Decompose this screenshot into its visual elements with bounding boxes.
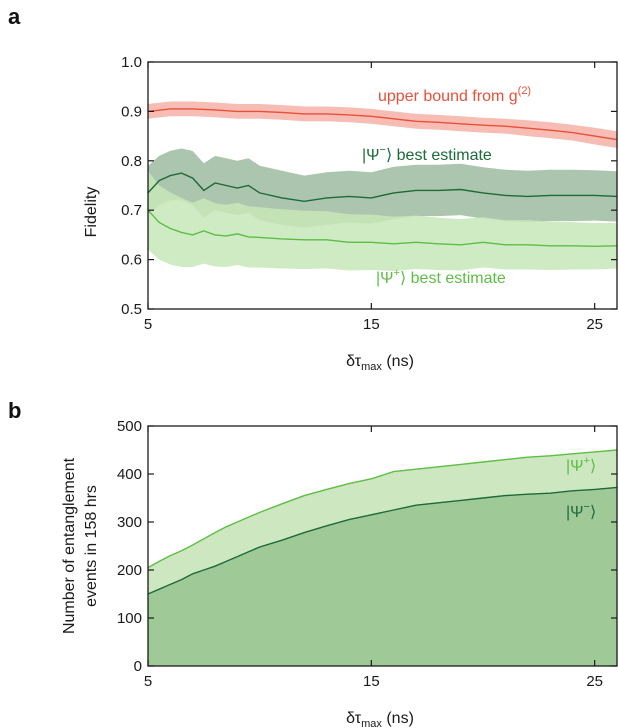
a-xtick-label: 15 — [363, 316, 380, 333]
label-psi-minus-estimate: |Ψ−⟩ best estimate — [362, 144, 492, 164]
b-frame — [147, 425, 618, 667]
a-ytick-label: 0.9 — [121, 103, 142, 120]
b-ytick-label: 400 — [117, 466, 142, 483]
panel-a-fidelity-plot: 0.5 0.6 0.7 0.8 0.9 1.0 5 15 25 Fidelity δτmax (… — [83, 54, 618, 373]
band-series-2 — [148, 170, 617, 271]
area-line-series-0 — [147, 449, 618, 569]
a-xtick-label: 25 — [586, 316, 603, 333]
b-ytick-label: 0 — [134, 658, 142, 675]
panel-b-letter: b — [8, 398, 21, 423]
line-series-1 — [147, 172, 618, 203]
line-series-2 — [147, 209, 618, 248]
panel-b-ylabel-line1: Number of entanglement — [61, 457, 78, 634]
a-frame — [147, 61, 618, 310]
b-xtick-label: 5 — [144, 673, 152, 690]
band-series-0 — [148, 101, 617, 148]
a-ytick-label: 0.6 — [121, 252, 142, 269]
b-ytick-label: 300 — [117, 514, 142, 531]
panel-b-xlabel: δτmax (ns) — [346, 710, 414, 728]
a-ytick-label: 0.8 — [121, 153, 142, 170]
b-ytick-label: 200 — [117, 562, 142, 579]
area-line-series-1 — [147, 486, 618, 595]
panel-a-confidence-bands — [148, 101, 617, 271]
area-series-1 — [148, 487, 617, 666]
label-psi-plus-estimate: |Ψ+⟩ best estimate — [376, 267, 506, 287]
panel-b-ylabel-line2: events in 158 hrs — [83, 485, 100, 607]
b-ytick-label: 100 — [117, 610, 142, 627]
b-xtick-label: 25 — [586, 673, 603, 690]
panel-b-series-lines — [147, 449, 618, 595]
b-ytick-label: 500 — [117, 418, 142, 435]
panel-a-letter: a — [8, 4, 21, 29]
line-series-0 — [147, 108, 618, 141]
panel-a-tick-labels: 0.5 0.6 0.7 0.8 0.9 1.0 5 15 25 — [121, 54, 603, 333]
panel-b-tick-labels: 0 100 200 300 400 500 5 15 25 — [117, 418, 603, 690]
a-ytick-label: 0.7 — [121, 202, 142, 219]
panel-a-ylabel: Fidelity — [83, 187, 100, 238]
b-xtick-label: 15 — [363, 673, 380, 690]
panel-a-xlabel: δτmax (ns) — [346, 353, 414, 373]
a-xtick-label: 5 — [144, 316, 152, 333]
a-ytick-label: 1.0 — [121, 54, 142, 71]
panel-b-areas — [148, 450, 617, 666]
panel-a-axes — [147, 61, 618, 310]
panel-b-axes — [147, 425, 618, 667]
label-psi-plus-area: |Ψ+⟩ — [566, 455, 596, 475]
label-psi-minus-area: |Ψ−⟩ — [566, 501, 596, 521]
panel-b-events-plot: 0 100 200 300 400 500 5 15 25 δτmax (ns) Number … — [61, 418, 618, 728]
panel-a-series-lines — [147, 108, 618, 248]
label-upper-bound: upper bound from g(2) — [378, 85, 531, 105]
a-ytick-label: 0.5 — [121, 301, 142, 318]
